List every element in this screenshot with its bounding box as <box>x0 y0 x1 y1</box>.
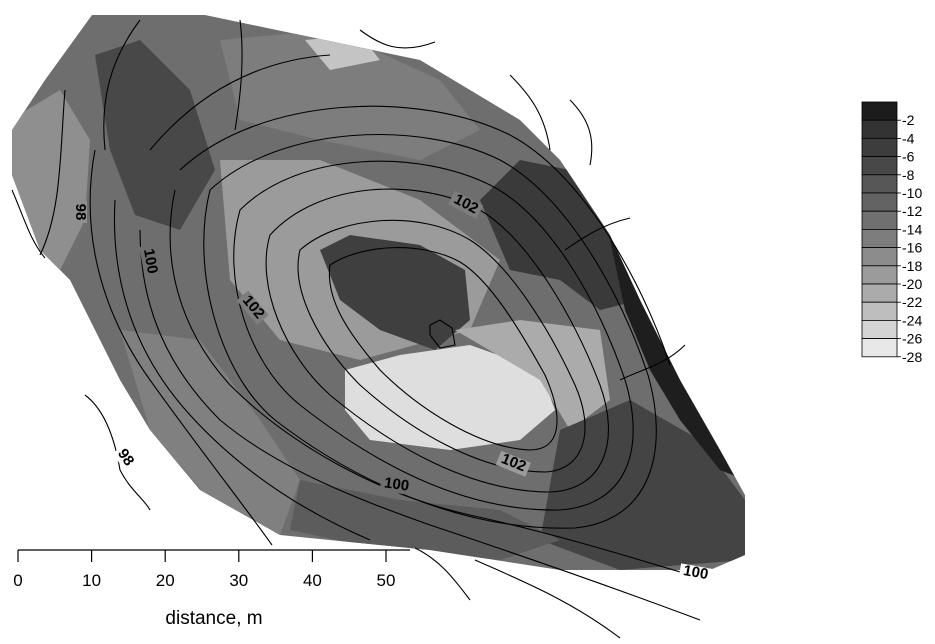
contour-line <box>297 219 586 473</box>
contour-label: 98 <box>114 446 137 469</box>
legend-label: -2 <box>902 112 915 128</box>
legend-label: -26 <box>902 331 922 347</box>
zone-northwest-dark <box>95 40 215 230</box>
legend-swatch <box>861 247 898 267</box>
contour-label: 100 <box>140 247 161 275</box>
contour-label-group: 100 <box>678 562 713 584</box>
contour-line <box>328 247 558 451</box>
legend-swatch <box>861 338 898 358</box>
contour-line <box>233 160 634 511</box>
contour-line <box>179 105 671 366</box>
legend-label: -24 <box>902 312 922 328</box>
zone-south-light <box>455 320 610 430</box>
contour-line <box>11 189 46 259</box>
legend-swatch <box>861 101 898 121</box>
contour-line <box>103 19 141 151</box>
scale-bar-tick-label: 50 <box>377 571 396 590</box>
legend-swatch <box>861 301 898 321</box>
contour-line <box>619 344 686 381</box>
contour-line <box>139 229 701 621</box>
legend-label: -10 <box>902 185 922 201</box>
contour-line <box>113 199 371 541</box>
shaded-site <box>12 15 745 570</box>
legend-swatch <box>861 319 898 339</box>
legend-swatch <box>861 210 898 230</box>
contour-line <box>509 74 551 151</box>
legend-label: -28 <box>902 349 922 365</box>
contour-line <box>359 29 436 49</box>
contour-label: 100 <box>383 474 410 494</box>
legend-swatch <box>861 137 898 157</box>
scale-bar-tick-label: 0 <box>13 571 22 590</box>
legend-label: -14 <box>902 221 922 237</box>
contour-label-group: 100 <box>379 474 414 496</box>
contour-label-group: 98 <box>72 201 89 223</box>
contour-line <box>234 19 243 131</box>
legend-swatch <box>861 228 898 248</box>
legend-swatch <box>861 192 898 212</box>
legend-label: -12 <box>902 203 922 219</box>
zone-south-medium <box>290 480 560 560</box>
contour-line <box>414 547 471 601</box>
contour-line <box>169 189 691 576</box>
contour-line <box>265 188 609 493</box>
scale-bar-tick-label: 10 <box>82 571 101 590</box>
scale-bar: 0 10 20 30 40 50 distance, m <box>13 549 410 629</box>
scale-bar-tick-label: 30 <box>229 571 248 590</box>
legend: -2 -4 -6 -8 -10 -12 -14 -16 -18 -20 -22 -24 -26 -28 <box>861 101 922 365</box>
contour-line <box>89 149 273 546</box>
contour-line <box>564 217 631 251</box>
contour-label-group: 100 <box>139 244 161 279</box>
contour-line <box>149 54 331 151</box>
contour-line <box>474 559 621 639</box>
contour-line <box>569 99 593 166</box>
legend-label: -4 <box>902 130 915 146</box>
legend-label: -8 <box>902 167 915 183</box>
contour-line <box>39 89 66 256</box>
contour-line <box>84 394 151 511</box>
scale-bar-ticks: 0 10 20 30 40 50 <box>13 550 395 590</box>
scale-bar-title: distance, m <box>165 608 262 629</box>
legend-label: -20 <box>902 276 922 292</box>
legend-label: -22 <box>902 294 922 310</box>
zone-northeast-dark <box>480 160 640 310</box>
contour-lines <box>11 19 701 639</box>
legend-label: -16 <box>902 240 922 256</box>
legend-swatch <box>861 174 898 194</box>
scale-bar-tick-label: 20 <box>156 571 175 590</box>
legend-swatch <box>861 265 898 285</box>
legend-label: -18 <box>902 258 922 274</box>
legend-label: -6 <box>902 149 915 165</box>
contour-label: 98 <box>72 204 89 221</box>
legend-swatch <box>861 156 898 176</box>
scale-bar-tick-label: 40 <box>303 571 322 590</box>
zone-south-lightest <box>345 345 555 450</box>
contour-line <box>429 319 456 349</box>
legend-swatch <box>861 283 898 303</box>
zone-southwest-medium <box>120 330 300 535</box>
contour-label-group: 98 <box>112 444 137 472</box>
zone-central-dark <box>320 235 470 350</box>
zone-southeast-dark <box>540 400 745 570</box>
contour-label: 100 <box>682 562 710 583</box>
contour-line <box>203 133 657 529</box>
legend-swatch <box>861 119 898 139</box>
